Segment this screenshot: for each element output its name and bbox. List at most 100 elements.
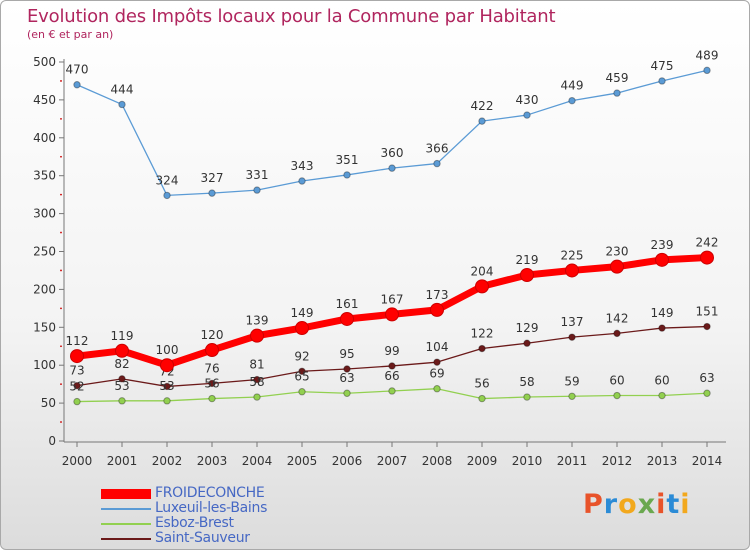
data-point [253, 393, 261, 401]
data-label: 58 [519, 375, 534, 389]
data-label: 129 [516, 321, 539, 335]
data-label: 430 [516, 93, 539, 107]
y-minor-tick [60, 307, 62, 310]
data-point [163, 191, 171, 200]
data-label: 230 [606, 245, 629, 259]
data-label: 53 [159, 379, 174, 393]
x-tick-label: 2002 [152, 454, 183, 468]
data-point [478, 344, 486, 353]
y-tick-label: 0 [48, 434, 56, 448]
data-point [475, 279, 489, 294]
data-point [430, 302, 444, 317]
data-point [295, 321, 309, 336]
data-label: 63 [339, 371, 354, 385]
data-label: 60 [654, 374, 669, 388]
data-point [343, 365, 351, 373]
legend-item-froideconche: FROIDECONCHE [101, 486, 267, 501]
x-tick-label: 2006 [332, 454, 363, 468]
x-tick-label: 2003 [197, 454, 228, 468]
chart-axes: 0 50 100 150 200 250 300 350 400 450 500 2000 2001 20… [33, 55, 726, 468]
data-label: 69 [429, 367, 444, 381]
chart-title: Evolution des Impôts locaux pour la Comm… [27, 6, 556, 27]
data-label: 366 [426, 142, 449, 156]
x-tick-label: 2013 [647, 454, 678, 468]
data-point [388, 387, 396, 395]
data-point [343, 171, 351, 179]
x-tick-label: 2012 [602, 454, 633, 468]
x-tick-label: 2008 [422, 454, 453, 468]
data-label: 59 [564, 374, 579, 388]
data-label: 119 [111, 329, 134, 343]
data-point [115, 343, 129, 358]
data-label: 449 [561, 79, 584, 93]
data-point [208, 394, 216, 403]
data-point [118, 375, 126, 383]
data-label: 92 [294, 349, 309, 363]
data-point [340, 311, 354, 326]
y-tick-label: 50 [41, 396, 56, 410]
data-label: 475 [651, 59, 674, 73]
data-point [523, 111, 531, 119]
y-tick-label: 350 [33, 169, 56, 183]
chart-subtitle: (en € et par an) [27, 28, 114, 41]
logo-letter: o [618, 489, 638, 520]
data-point [610, 259, 624, 274]
data-point [208, 189, 216, 197]
x-tick-label: 2011 [557, 454, 588, 468]
data-point [700, 250, 714, 265]
data-label: 100 [156, 343, 179, 357]
data-label: 82 [114, 357, 129, 371]
data-label: 139 [246, 314, 269, 328]
data-point [478, 394, 486, 403]
data-label: 56 [474, 377, 489, 391]
data-label: 120 [201, 328, 224, 342]
legend-label: Saint-Sauveur [155, 530, 250, 546]
data-label: 351 [336, 153, 359, 167]
data-point [253, 375, 261, 384]
data-point [478, 117, 486, 125]
y-tick-label: 100 [33, 358, 56, 372]
data-point [73, 397, 81, 406]
data-point [703, 389, 711, 397]
data-point [658, 77, 666, 85]
x-tick-label: 2000 [62, 454, 93, 468]
y-minor-tick [60, 80, 62, 82]
logo-letter: t [666, 489, 681, 520]
data-label: 242 [696, 236, 719, 250]
y-tick-label: 200 [33, 282, 56, 296]
y-tick-label: 250 [33, 245, 56, 259]
data-label: 149 [651, 306, 674, 320]
series-froideconche: 112 119 100 120 139 149 161 167 173 204 219 225 230 2… [66, 236, 719, 373]
x-tick-label: 2010 [512, 454, 543, 468]
data-label: 151 [696, 305, 719, 319]
data-point [118, 100, 126, 109]
data-point [613, 329, 621, 338]
data-point [388, 362, 396, 370]
data-label: 63 [699, 371, 714, 385]
data-point [160, 358, 174, 373]
data-label: 161 [336, 297, 359, 311]
series-saint-sauveur: 7382727681929599104122129137142149151 [69, 305, 719, 391]
proxiti-logo: Proxiti [583, 489, 691, 520]
logo-letter: i [656, 489, 667, 520]
data-point [658, 391, 666, 400]
x-tick-label: 2001 [107, 454, 138, 468]
data-label: 239 [651, 238, 674, 252]
data-point [250, 328, 264, 343]
data-label: 360 [381, 146, 404, 160]
data-point [73, 81, 81, 89]
data-label: 327 [201, 171, 224, 185]
logo-letter: r [603, 489, 619, 520]
x-tick-label: 2004 [242, 454, 273, 468]
data-point [205, 343, 219, 358]
data-label: 56 [204, 377, 219, 391]
legend-label: Esboz-Brest [155, 515, 234, 531]
y-minor-tick [60, 193, 62, 196]
y-minor-tick [60, 269, 62, 272]
logo-letter: x [637, 489, 657, 520]
data-point [343, 389, 351, 397]
logo-letter: P [583, 489, 604, 520]
data-label: 422 [471, 99, 494, 113]
legend-label: FROIDECONCHE [155, 485, 265, 501]
